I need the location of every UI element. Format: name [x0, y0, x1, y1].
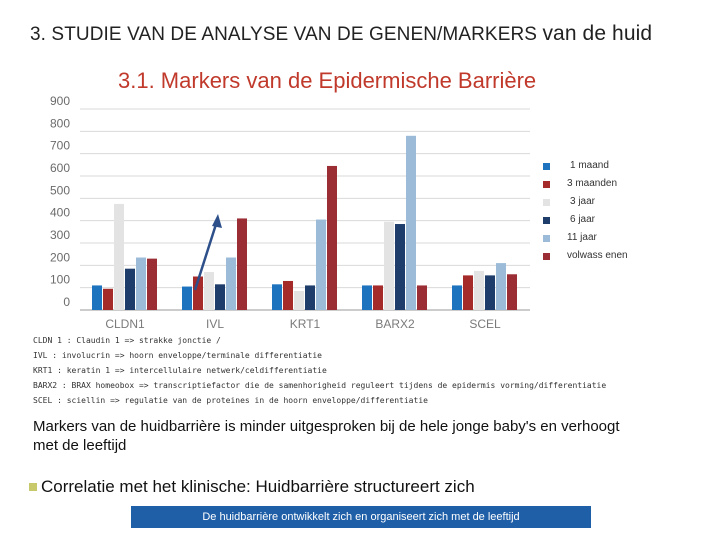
bar	[215, 284, 225, 310]
bar	[373, 285, 383, 310]
y-tick-label: 200	[50, 250, 70, 264]
bullet-square-icon	[29, 482, 37, 491]
summary-banner: De huidbarrière ontwikkelt zich en organ…	[131, 506, 591, 528]
bar	[395, 224, 405, 310]
bar	[327, 165, 337, 310]
note-line: KRT1 : keratin 1 => intercellulaire netw…	[33, 366, 327, 375]
bar	[474, 270, 484, 310]
legend-swatch	[543, 199, 550, 206]
bar	[147, 258, 157, 310]
bar	[125, 268, 135, 310]
x-axis: CLDN1 IVL KRT1 BARX2 SCEL	[105, 317, 501, 331]
slide-heading: 3. STUDIE VAN DE ANALYSE VAN DE GENEN/MA…	[30, 22, 652, 46]
bar	[316, 219, 326, 310]
bar	[237, 218, 247, 310]
bar-chart: 0 100 200 300 400 500 600 700 800 900 CLDN1 IVL KRT…	[50, 94, 530, 331]
x-tick-label: KRT1	[290, 317, 321, 331]
bar	[452, 285, 462, 310]
note-line: SCEL : sciellin => regulatie van de prot…	[33, 396, 428, 405]
note-line: CLDN 1 : Claudin 1 => strakke jonctie /	[33, 336, 221, 345]
legend-label: 3 jaar	[570, 196, 596, 207]
bar	[226, 257, 236, 310]
legend-swatch	[543, 181, 550, 188]
bar	[406, 135, 416, 310]
bar	[485, 275, 495, 310]
y-tick-label: 700	[50, 139, 70, 153]
annotation-arrowhead	[212, 214, 222, 228]
y-tick-label: 900	[50, 94, 70, 108]
bar	[417, 285, 427, 310]
conclusion-text: Markers van de huidbarrière is minder ui…	[33, 418, 620, 454]
legend-swatch	[543, 217, 550, 224]
y-tick-label: 500	[50, 183, 70, 197]
y-tick-label: 0	[63, 295, 70, 309]
legend-label: 11 jaar	[567, 232, 597, 243]
legend-label: 3 maanden	[567, 178, 618, 189]
bullet-point: Correlatie met het klinische: Huidbarriè…	[29, 477, 475, 497]
chart-bars	[92, 135, 517, 310]
bullet-text: Correlatie met het klinische: Huidbarriè…	[41, 477, 475, 496]
y-axis: 0 100 200 300 400 500 600 700 800 900	[50, 94, 70, 309]
bar	[272, 284, 282, 310]
bar	[362, 285, 372, 310]
note-line: IVL : involucrin => hoorn enveloppe/term…	[33, 351, 322, 360]
slide-subheading: 3.1. Markers van de Epidermische Barrièr…	[118, 68, 537, 93]
bar	[182, 286, 192, 310]
bar	[204, 272, 214, 310]
marker-notes: CLDN 1 : Claudin 1 => strakke jonctie / …	[33, 336, 606, 411]
legend-swatch	[543, 163, 550, 170]
note-line: BARX2 : BRAX homeobox => transcriptiefac…	[33, 381, 607, 390]
bar	[193, 276, 203, 310]
bar	[283, 280, 293, 310]
bar	[294, 291, 304, 310]
bar	[384, 221, 394, 310]
x-tick-label: CLDN1	[105, 317, 145, 331]
bar	[103, 288, 113, 310]
y-tick-label: 400	[50, 206, 70, 220]
legend-label: 1 maand	[570, 160, 609, 171]
x-tick-label: IVL	[206, 317, 224, 331]
slide-heading-tail: van de huid	[542, 22, 653, 45]
legend-label: volwass enen	[567, 250, 628, 261]
bar	[496, 263, 506, 310]
bar	[463, 275, 473, 310]
bar	[136, 257, 146, 310]
x-tick-label: SCEL	[469, 317, 501, 331]
slide-heading-main: 3. STUDIE VAN DE ANALYSE VAN DE GENEN/MA…	[30, 24, 543, 45]
legend-swatch	[543, 235, 550, 242]
bar	[114, 203, 124, 310]
legend-label: 6 jaar	[570, 214, 596, 225]
y-tick-label: 600	[50, 161, 70, 175]
legend-swatch	[543, 253, 550, 260]
bar	[507, 274, 517, 310]
bar	[92, 285, 102, 310]
y-tick-label: 800	[50, 116, 70, 130]
annotation-arrow	[193, 217, 220, 291]
y-tick-label: 100	[50, 273, 70, 287]
x-tick-label: BARX2	[375, 317, 415, 331]
y-tick-label: 300	[50, 228, 70, 242]
bar	[305, 285, 315, 310]
